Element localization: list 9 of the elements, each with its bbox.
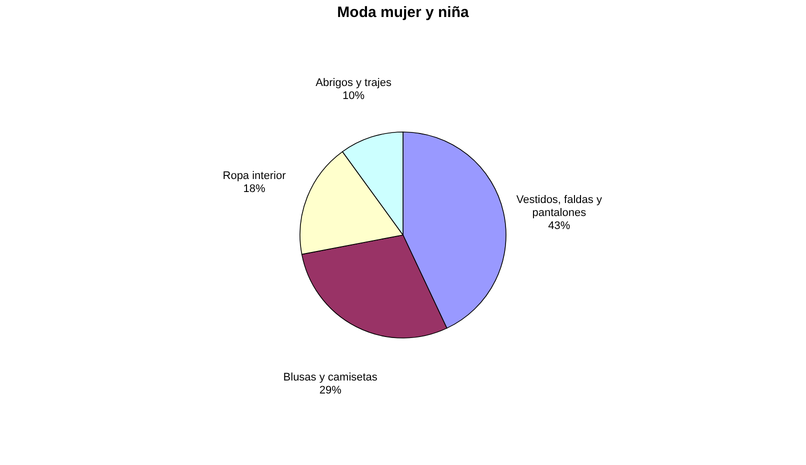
slice-label: Ropa interior <box>222 170 286 182</box>
data-label: 10% <box>342 90 365 102</box>
chart-title: Moda mujer y niña <box>337 4 470 21</box>
data-label: 43% <box>548 220 570 232</box>
slice-label: Abrigos y trajes <box>316 76 392 89</box>
slice-label: Vestidos, faldas y pantalones <box>516 194 602 220</box>
data-label: 18% <box>243 183 266 196</box>
slice-label: Blusas y camisetas <box>283 372 378 384</box>
data-label: 29% <box>319 384 342 397</box>
